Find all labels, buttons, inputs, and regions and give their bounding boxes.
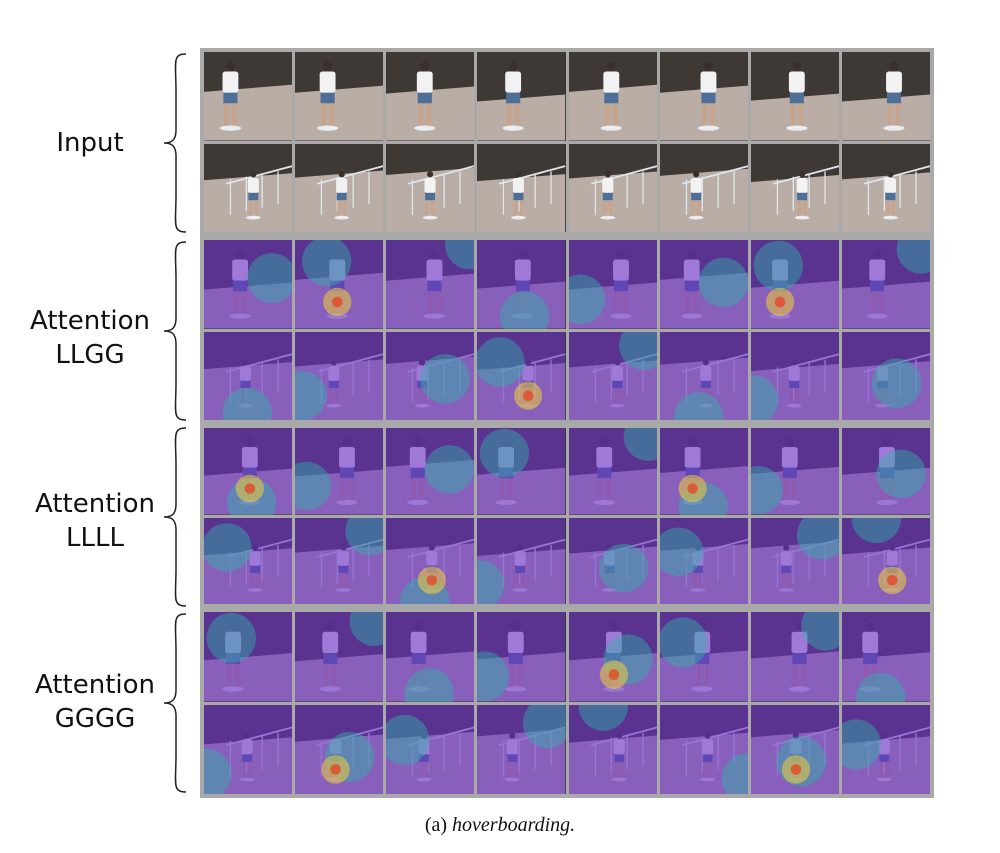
frame-llll-13 [568, 517, 657, 604]
frame-llgg-15 [750, 331, 839, 420]
brace-llgg [163, 241, 187, 421]
frame-llgg-14 [659, 331, 748, 420]
grid-gggg [204, 612, 930, 794]
frame-llgg-4 [477, 240, 566, 329]
frame-llgg-2 [295, 240, 384, 329]
frame-input-4 [477, 52, 566, 141]
row-label-gggg-line1: Attention [35, 670, 155, 700]
frame-input-5 [568, 52, 657, 141]
frame-llll-14 [659, 517, 748, 604]
grid-llll [204, 428, 930, 604]
frame-gggg-13 [568, 704, 657, 794]
row-label-gggg-line2: GGGG [54, 704, 136, 734]
frame-llll-15 [750, 517, 839, 604]
frame-gggg-2 [295, 612, 384, 702]
frame-input-13 [568, 143, 657, 232]
frame-llll-1 [204, 428, 293, 515]
frame-llgg-16 [841, 331, 930, 420]
frame-llgg-1 [204, 240, 293, 329]
frame-gggg-9 [204, 704, 293, 794]
frame-input-15 [750, 143, 839, 232]
frame-input-1 [204, 52, 293, 141]
panel-llgg [200, 236, 934, 424]
caption-prefix: (a) [424, 814, 448, 836]
frame-gggg-4 [477, 612, 566, 702]
frame-llgg-8 [841, 240, 930, 329]
row-label-llgg-line2: LLGG [55, 340, 125, 370]
frame-llll-7 [750, 428, 839, 515]
frame-llll-8 [841, 428, 930, 515]
frame-gggg-12 [477, 704, 566, 794]
row-label-llgg: Attention LLGG [20, 304, 160, 372]
frame-llgg-7 [750, 240, 839, 329]
row-label-gggg: Attention GGGG [25, 668, 165, 736]
frame-llgg-10 [295, 331, 384, 420]
frame-llgg-9 [204, 331, 293, 420]
frame-input-10 [295, 143, 384, 232]
frame-llll-3 [386, 428, 475, 515]
frame-llll-12 [477, 517, 566, 604]
frame-llll-9 [204, 517, 293, 604]
row-label-input-text: Input [56, 128, 124, 158]
frame-input-14 [659, 143, 748, 232]
frame-llgg-13 [568, 331, 657, 420]
row-label-input: Input [40, 126, 140, 160]
frame-llgg-11 [386, 331, 475, 420]
row-label-llll-line2: LLLL [66, 523, 124, 553]
row-label-llll-line1: Attention [35, 489, 155, 519]
frame-input-11 [386, 143, 475, 232]
frame-gggg-16 [841, 704, 930, 794]
frame-gggg-14 [659, 704, 748, 794]
grid-llgg [204, 240, 930, 420]
frame-gggg-11 [386, 704, 475, 794]
frame-gggg-1 [204, 612, 293, 702]
frame-llll-2 [295, 428, 384, 515]
frame-llll-5 [568, 428, 657, 515]
frame-llgg-5 [568, 240, 657, 329]
caption-text: hoverboarding. [452, 814, 576, 836]
frame-input-3 [386, 52, 475, 141]
frame-gggg-5 [568, 612, 657, 702]
frame-llgg-12 [477, 331, 566, 420]
brace-input [163, 53, 187, 233]
frame-input-2 [295, 52, 384, 141]
panel-gggg [200, 608, 934, 798]
frame-gggg-8 [841, 612, 930, 702]
panel-llll [200, 424, 934, 608]
frame-gggg-6 [659, 612, 748, 702]
grid-input [204, 52, 930, 232]
frame-llll-4 [477, 428, 566, 515]
frame-gggg-15 [750, 704, 839, 794]
frame-input-12 [477, 143, 566, 232]
frame-input-9 [204, 143, 293, 232]
frame-input-7 [750, 52, 839, 141]
frame-llll-16 [841, 517, 930, 604]
frame-input-6 [659, 52, 748, 141]
frame-gggg-10 [295, 704, 384, 794]
panel-input [200, 48, 934, 236]
frame-gggg-3 [386, 612, 475, 702]
frame-llll-10 [295, 517, 384, 604]
frame-llll-6 [659, 428, 748, 515]
frame-input-16 [841, 143, 930, 232]
frame-llgg-6 [659, 240, 748, 329]
frame-gggg-7 [750, 612, 839, 702]
row-label-llgg-line1: Attention [30, 306, 150, 336]
brace-llll [163, 427, 187, 607]
figure-caption: (a) hoverboarding. [0, 814, 1000, 837]
brace-gggg [163, 613, 187, 793]
frame-llgg-3 [386, 240, 475, 329]
frame-input-8 [841, 52, 930, 141]
row-label-llll: Attention LLLL [25, 487, 165, 555]
frame-llll-11 [386, 517, 475, 604]
